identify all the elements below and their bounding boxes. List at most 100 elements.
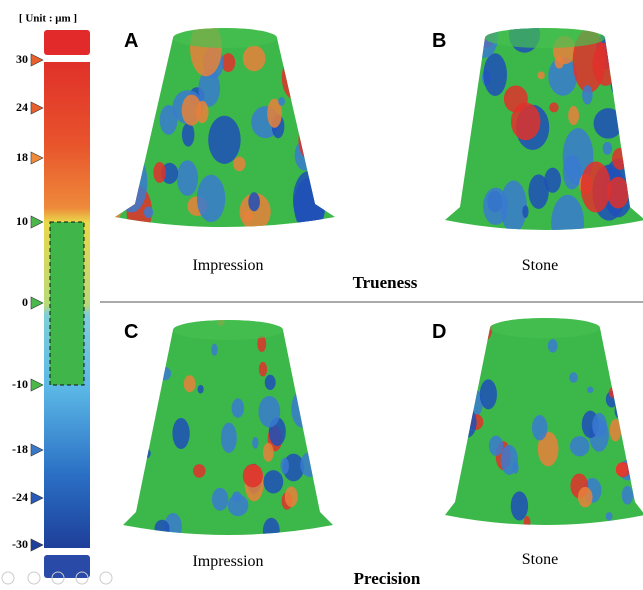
deviation-spot bbox=[608, 387, 618, 398]
deviation-spot bbox=[609, 418, 622, 442]
caption: Impression bbox=[192, 257, 263, 274]
tick-label: 0 bbox=[22, 295, 28, 309]
deviation-spot bbox=[117, 69, 139, 99]
deviation-spot bbox=[126, 433, 134, 446]
deviation-spot bbox=[262, 442, 274, 462]
caption: Stone bbox=[522, 257, 558, 274]
deviation-spot bbox=[183, 375, 196, 393]
deviation-spot bbox=[304, 349, 318, 373]
deviation-spot bbox=[547, 338, 558, 353]
deviation-spot bbox=[284, 486, 298, 508]
tick-label: 10 bbox=[16, 214, 28, 228]
deviation-spot bbox=[143, 206, 154, 219]
deviation-spot bbox=[445, 424, 456, 446]
tick-marker bbox=[30, 151, 44, 165]
deviation-spot bbox=[139, 358, 157, 380]
deviation-spot bbox=[123, 360, 133, 378]
deviation-spot bbox=[458, 407, 477, 438]
deviation-spot bbox=[500, 444, 518, 475]
deviation-spot bbox=[300, 452, 320, 477]
deviation-spot bbox=[562, 155, 582, 190]
tick-marker bbox=[30, 378, 44, 392]
tick-marker bbox=[30, 215, 44, 229]
deviation-spot bbox=[623, 363, 631, 377]
tool-icon[interactable] bbox=[51, 571, 65, 585]
deviation-spot bbox=[264, 374, 276, 391]
deviation-spot bbox=[196, 174, 226, 223]
tick-label: -30 bbox=[12, 537, 28, 551]
deviation-spot bbox=[307, 28, 323, 54]
deviation-spot bbox=[317, 371, 333, 405]
deviation-spot bbox=[531, 415, 548, 441]
deviation-spot bbox=[554, 56, 564, 69]
panel-letter: B bbox=[432, 30, 446, 52]
deviation-spot bbox=[488, 435, 504, 456]
deviation-spot bbox=[243, 210, 253, 223]
tick-marker bbox=[30, 296, 44, 310]
deviation-spot bbox=[445, 52, 476, 113]
deviation-spot bbox=[510, 491, 529, 521]
deviation-spot bbox=[298, 119, 322, 161]
deviation-spot bbox=[510, 102, 541, 141]
deviation-spot bbox=[211, 487, 229, 511]
tool-icon[interactable] bbox=[1, 571, 15, 585]
deviation-spot bbox=[292, 170, 326, 227]
deviation-spot bbox=[625, 318, 643, 347]
deviation-spot bbox=[577, 486, 593, 508]
deviation-spot bbox=[445, 348, 460, 384]
deviation-spot bbox=[231, 398, 245, 418]
deviation-spot bbox=[158, 366, 172, 381]
deviation-spot bbox=[523, 515, 531, 525]
deviation-spot bbox=[124, 372, 144, 394]
deviation-spot bbox=[613, 336, 626, 358]
deviation-spot bbox=[115, 152, 148, 213]
deviation-spot bbox=[262, 517, 280, 535]
tool-icon[interactable] bbox=[75, 571, 89, 585]
deviation-spot bbox=[176, 160, 199, 197]
deviation-spot bbox=[148, 342, 155, 352]
row-label: Precision bbox=[354, 569, 421, 588]
tick-label: 30 bbox=[16, 52, 28, 66]
deviation-spot bbox=[615, 462, 631, 478]
deviation-spot bbox=[143, 448, 151, 459]
deviation-spot bbox=[569, 436, 590, 457]
deviation-spot bbox=[211, 343, 218, 356]
deviation-spot bbox=[568, 106, 579, 126]
tick-marker bbox=[30, 491, 44, 505]
deviation-spot bbox=[325, 426, 333, 448]
deviation-spot bbox=[278, 97, 285, 106]
deviation-spot bbox=[233, 156, 246, 172]
deviation-spot bbox=[569, 372, 578, 383]
deviation-spot bbox=[528, 174, 549, 209]
deviation-spot bbox=[453, 327, 469, 354]
cone-top bbox=[485, 28, 605, 48]
cone-top bbox=[173, 320, 283, 340]
deviation-spot bbox=[181, 94, 202, 126]
deviation-spot bbox=[537, 71, 545, 80]
tool-icon[interactable] bbox=[27, 571, 41, 585]
deviation-spot bbox=[602, 141, 613, 155]
deviation-spot bbox=[621, 125, 643, 162]
deviation-spot bbox=[242, 463, 263, 488]
deviation-spot bbox=[192, 464, 206, 478]
deviation-spot bbox=[592, 412, 607, 438]
toolbar bbox=[1, 571, 113, 585]
deviation-spot bbox=[580, 161, 611, 213]
deviation-spot bbox=[326, 320, 333, 341]
deviation-spot bbox=[628, 326, 638, 339]
deviation-spot bbox=[479, 379, 497, 410]
deviation-spot bbox=[621, 485, 634, 505]
deviation-spot bbox=[478, 318, 493, 341]
deviation-spot bbox=[445, 190, 449, 204]
deviation-spot bbox=[463, 61, 476, 80]
deviation-spot bbox=[582, 85, 593, 105]
deviation-spot bbox=[537, 431, 559, 467]
deviation-spot bbox=[626, 452, 639, 471]
deviation-spot bbox=[445, 394, 463, 418]
deviation-spot bbox=[172, 417, 190, 449]
tick-label: -18 bbox=[12, 442, 28, 456]
deviation-spot bbox=[551, 194, 585, 230]
deviation-spot bbox=[153, 161, 166, 183]
caption: Stone bbox=[522, 551, 558, 568]
tool-icon[interactable] bbox=[99, 571, 113, 585]
